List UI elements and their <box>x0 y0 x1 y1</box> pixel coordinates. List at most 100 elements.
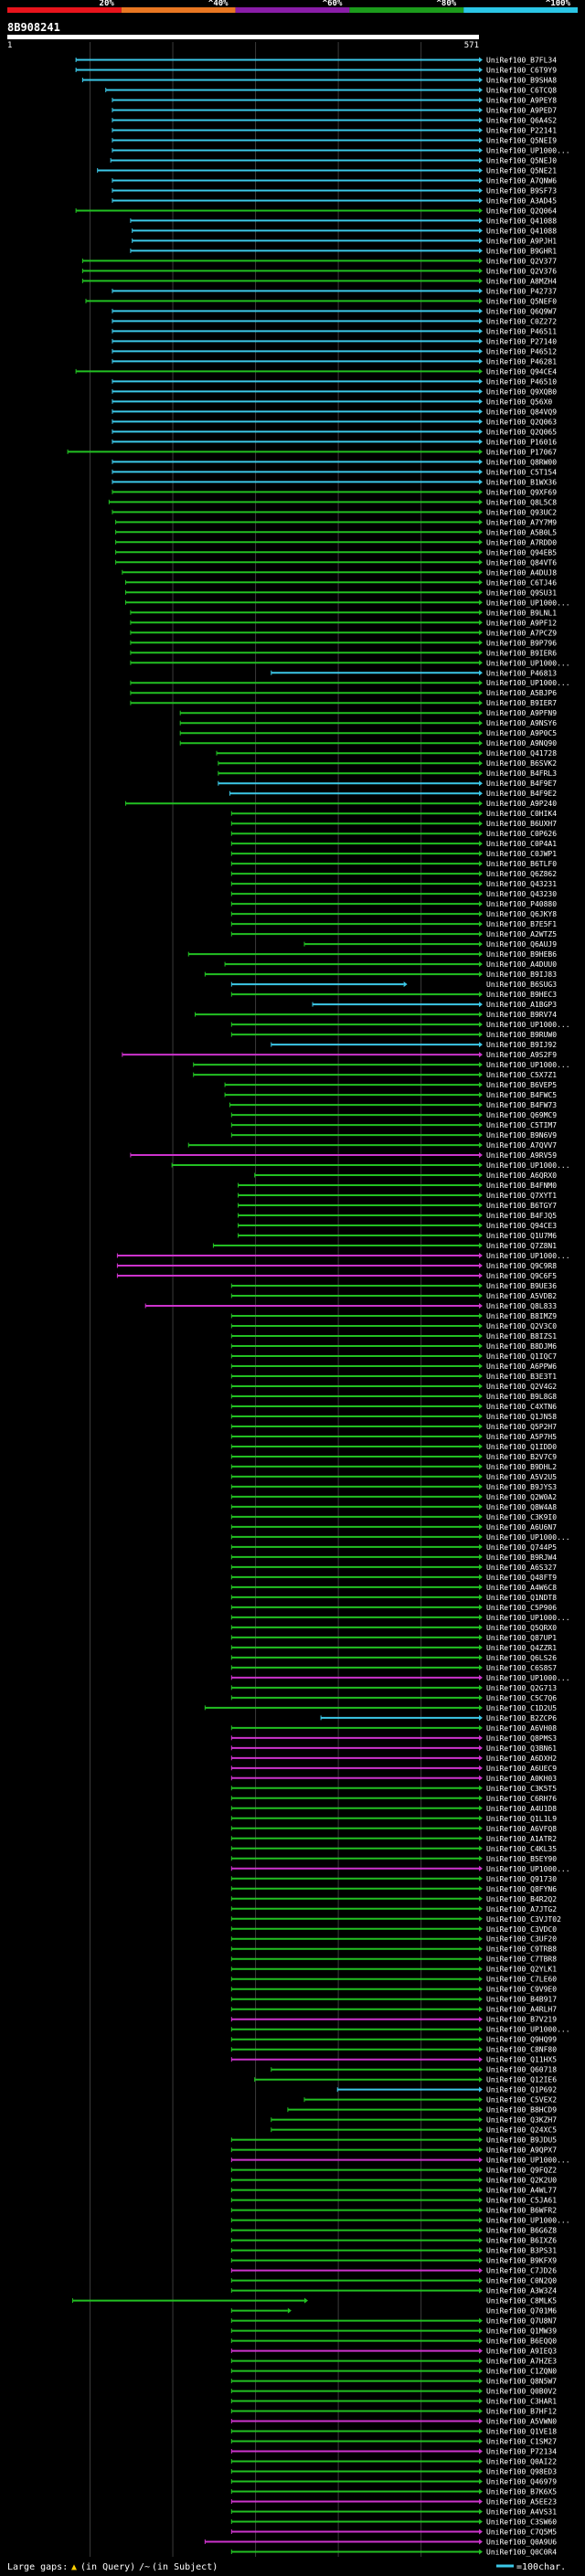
hit-row[interactable]: UniRef100_B9JDU5 <box>230 2136 557 2145</box>
hit-row[interactable]: UniRef100_B6TLF0 <box>230 860 557 868</box>
hit-label[interactable]: UniRef100_B4R2Q2 <box>486 1895 557 1903</box>
hit-row[interactable]: UniRef100_B4FNM0 <box>238 1182 558 1190</box>
hit-label[interactable]: UniRef100_Q43230 <box>486 890 557 898</box>
hit-label[interactable]: UniRef100_UP1000... <box>486 1252 570 1260</box>
hit-row[interactable]: UniRef100_B6VEP5 <box>224 1081 557 1089</box>
hit-label[interactable]: UniRef100_Q60718 <box>486 2066 557 2074</box>
hit-row[interactable]: UniRef100_B9LNL1 <box>130 609 557 617</box>
hit-row[interactable]: UniRef100_Q2W0A2 <box>230 1493 557 1501</box>
hit-label[interactable]: UniRef100_B4F9E7 <box>486 779 557 788</box>
hit-row[interactable]: UniRef100_Q6A4S2 <box>112 116 557 124</box>
hit-row[interactable]: UniRef100_UP1000... <box>130 679 570 687</box>
hit-label[interactable]: UniRef100_B9IJ92 <box>486 1041 557 1049</box>
hit-label[interactable]: UniRef100_UP1000... <box>486 2026 570 2034</box>
hit-row[interactable]: UniRef100_B9RV74 <box>194 1011 557 1019</box>
hit-row[interactable]: UniRef100_C1SM27 <box>230 2438 557 2446</box>
hit-label[interactable]: UniRef100_UP1000... <box>486 1061 570 1069</box>
hit-row[interactable]: UniRef100_B9IJ83 <box>204 970 557 979</box>
hit-label[interactable]: UniRef100_C0P4A1 <box>486 840 557 848</box>
hit-row[interactable]: UniRef100_C7JD26 <box>230 2267 557 2275</box>
hit-row[interactable]: UniRef100_A5P7H5 <box>230 1433 557 1441</box>
hit-label[interactable]: UniRef100_C5C7Q6 <box>486 1694 557 1702</box>
hit-row[interactable]: UniRef100_P46511 <box>112 327 557 335</box>
hit-row[interactable]: UniRef100_B4FWC5 <box>224 1091 557 1099</box>
hit-row[interactable]: UniRef100_Q6LS26 <box>230 1654 557 1662</box>
hit-row[interactable]: UniRef100_C5C7Q6 <box>230 1694 557 1702</box>
hit-label[interactable]: UniRef100_Q9XF69 <box>486 488 557 496</box>
hit-label[interactable]: UniRef100_Q6A4S2 <box>486 116 557 124</box>
hit-label[interactable]: UniRef100_B6IXZ6 <box>486 2237 557 2245</box>
hit-row[interactable]: UniRef100_P46510 <box>112 377 557 386</box>
hit-row[interactable]: UniRef100_C5JA61 <box>230 2197 557 2205</box>
hit-label[interactable]: UniRef100_A7RDD0 <box>486 538 557 546</box>
hit-label[interactable]: UniRef100_A7JTG2 <box>486 1905 557 1913</box>
hit-label[interactable]: UniRef100_Q2V4G2 <box>486 1383 557 1391</box>
hit-label[interactable]: UniRef100_B4FWC5 <box>486 1091 557 1099</box>
hit-label[interactable]: UniRef100_Q6Z862 <box>486 870 557 878</box>
hit-label[interactable]: UniRef100_B9IER7 <box>486 699 557 707</box>
hit-label[interactable]: UniRef100_A5BJP6 <box>486 689 557 697</box>
hit-row[interactable]: UniRef100_A5VWN0 <box>230 2418 557 2426</box>
hit-label[interactable]: UniRef100_Q8N5W7 <box>486 2378 557 2386</box>
hit-row[interactable]: UniRef100_B2V7C9 <box>230 1453 557 1461</box>
hit-label[interactable]: UniRef100_B9SF73 <box>486 186 557 195</box>
hit-label[interactable]: UniRef100_Q1IQC7 <box>486 1352 557 1361</box>
hit-row[interactable]: UniRef100_B9IER7 <box>130 699 557 707</box>
hit-label[interactable]: UniRef100_B9DHL2 <box>486 1463 557 1471</box>
hit-label[interactable]: UniRef100_A7HZE3 <box>486 2358 557 2366</box>
hit-label[interactable]: UniRef100_B9P796 <box>486 639 557 647</box>
hit-label[interactable]: UniRef100_A9NSY6 <box>486 719 557 727</box>
hit-label[interactable]: UniRef100_Q98ED3 <box>486 2468 557 2476</box>
hit-label[interactable]: UniRef100_P22141 <box>486 126 557 134</box>
hit-label[interactable]: UniRef100_P46510 <box>486 377 557 386</box>
hit-row[interactable]: UniRef100_Q0AI22 <box>230 2458 557 2466</box>
hit-label[interactable]: UniRef100_A9NQ90 <box>486 739 557 747</box>
hit-label[interactable]: UniRef100_Q8W4A8 <box>486 1503 557 1511</box>
hit-row[interactable]: UniRef100_C8MLK5 <box>72 2297 558 2306</box>
hit-row[interactable]: UniRef100_Q2Q063 <box>112 418 557 426</box>
hit-row[interactable]: UniRef100_B6IXZ6 <box>230 2237 557 2245</box>
hit-label[interactable]: UniRef100_Q87UP1 <box>486 1634 557 1642</box>
hit-row[interactable]: UniRef100_C3SW60 <box>230 2518 557 2527</box>
hit-label[interactable]: UniRef100_Q8L5C8 <box>486 498 557 506</box>
hit-row[interactable]: UniRef100_Q8RW00 <box>112 458 557 466</box>
hit-row[interactable]: UniRef100_B8IMZ9 <box>230 1312 557 1320</box>
hit-row[interactable]: UniRef100_Q9FQZ2 <box>230 2167 557 2175</box>
hit-row[interactable]: UniRef100_P16016 <box>112 438 557 446</box>
hit-label[interactable]: UniRef100_Q1VE18 <box>486 2428 557 2436</box>
hit-label[interactable]: UniRef100_A4DUJ8 <box>486 568 557 577</box>
hit-row[interactable]: UniRef100_C0HIK4 <box>230 810 557 818</box>
hit-label[interactable]: UniRef100_B9IER6 <box>486 649 557 657</box>
hit-row[interactable]: UniRef100_A6U6N7 <box>230 1523 557 1532</box>
hit-row[interactable]: UniRef100_P46281 <box>112 357 557 366</box>
hit-row[interactable]: UniRef100_A9NQ90 <box>179 739 557 747</box>
hit-row[interactable]: UniRef100_A9P240 <box>124 800 557 808</box>
hit-row[interactable]: UniRef100_Q7XYT1 <box>238 1192 558 1200</box>
hit-row[interactable]: UniRef100_Q0A9U6 <box>204 2539 557 2547</box>
hit-label[interactable]: UniRef100_Q9C6F5 <box>486 1272 557 1280</box>
hit-row[interactable]: UniRef100_Q2V4G2 <box>230 1383 557 1391</box>
hit-row[interactable]: UniRef100_A9PED7 <box>112 106 557 114</box>
hit-row[interactable]: UniRef100_A9IEQ3 <box>230 2348 557 2356</box>
hit-label[interactable]: UniRef100_P46512 <box>486 347 557 355</box>
hit-label[interactable]: UniRef100_C7Q5M5 <box>486 2528 557 2537</box>
hit-label[interactable]: UniRef100_Q6JKY8 <box>486 910 557 918</box>
hit-label[interactable]: UniRef100_Q48FT9 <box>486 1574 557 1582</box>
hit-label[interactable]: UniRef100_A0KH03 <box>486 1775 557 1783</box>
hit-row[interactable]: UniRef100_Q41728 <box>216 749 557 758</box>
hit-label[interactable]: UniRef100_C0Z272 <box>486 317 557 325</box>
hit-row[interactable]: UniRef100_Q9XQB0 <box>112 387 557 396</box>
hit-label[interactable]: UniRef100_Q5NEJ0 <box>486 156 557 164</box>
hit-row[interactable]: UniRef100_Q93UC2 <box>112 508 557 516</box>
hit-row[interactable]: UniRef100_Q1IQC7 <box>230 1352 557 1361</box>
hit-row[interactable]: UniRef100_B9DHL2 <box>230 1463 557 1471</box>
hit-label[interactable]: UniRef100_B3E3T1 <box>486 1373 557 1381</box>
hit-label[interactable]: UniRef100_A4WL77 <box>486 2187 557 2195</box>
hit-row[interactable]: UniRef100_Q1JN58 <box>230 1413 557 1421</box>
hit-label[interactable]: UniRef100_Q9FQZ2 <box>486 2167 557 2175</box>
hit-label[interactable]: UniRef100_C5VEX2 <box>486 2096 557 2104</box>
hit-row[interactable]: UniRef100_C3K5T5 <box>230 1785 557 1793</box>
hit-label[interactable]: UniRef100_Q12IE6 <box>486 2076 557 2084</box>
hit-label[interactable]: UniRef100_A9P240 <box>486 800 557 808</box>
hit-label[interactable]: UniRef100_Q5NE21 <box>486 166 557 175</box>
